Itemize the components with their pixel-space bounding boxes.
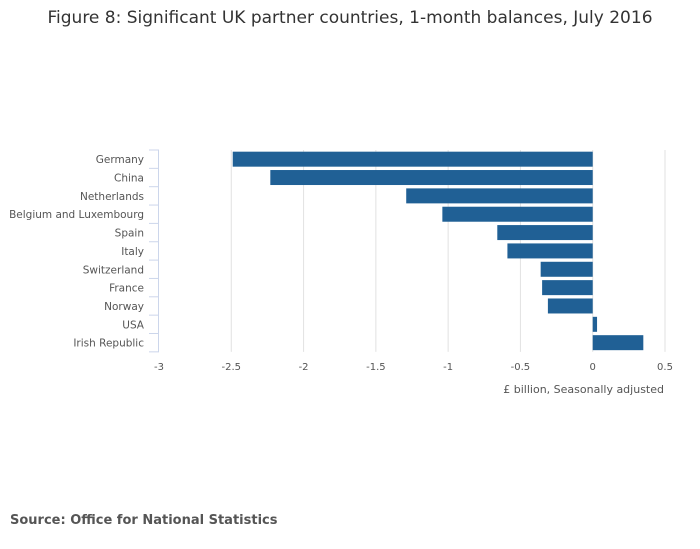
source-note: Source: Office for National Statistics (10, 513, 278, 528)
x-tick-label: -3 (154, 362, 164, 373)
y-category-label: Italy (121, 246, 144, 258)
bar-italy (507, 243, 593, 259)
x-tick-label: -2 (299, 362, 309, 373)
x-tick-label: 0 (590, 362, 596, 373)
bar-china (270, 170, 593, 186)
y-category-label: Irish Republic (73, 338, 144, 350)
y-category-label: Spain (115, 228, 144, 240)
y-category-label: Switzerland (83, 264, 144, 276)
x-tick-label: -2.5 (222, 362, 242, 373)
y-category-label: Norway (104, 301, 144, 313)
bar-usa (592, 316, 598, 332)
x-tick-label: -1 (443, 362, 453, 373)
bar-spain (497, 225, 593, 241)
x-tick-label: -0.5 (511, 362, 531, 373)
chart-title: Figure 8: Significant UK partner countri… (47, 8, 653, 28)
y-category-label: Germany (96, 154, 144, 166)
y-category-label: USA (122, 319, 145, 331)
y-category-label: France (109, 283, 144, 295)
x-tick-label: -1.5 (366, 362, 386, 373)
x-axis-label: £ billion, Seasonally adjusted (503, 383, 664, 396)
bar-belgium-and-luxembourg (442, 206, 593, 222)
bar-norway (547, 298, 593, 314)
y-category-label: Belgium and Luxembourg (9, 209, 144, 221)
bar-irish-republic (592, 335, 644, 351)
y-axis: Germany China Netherlands Belgium and Luxem… (9, 149, 159, 353)
x-axis: -3 -2.5 -2 -1.5 -1 -0.5 0 0.5 (154, 362, 673, 373)
bar-france (542, 280, 593, 296)
y-category-label: China (114, 173, 144, 185)
bar-netherlands (406, 188, 593, 204)
x-tick-label: 0.5 (657, 362, 673, 373)
bar-switzerland (540, 261, 593, 277)
bars (232, 151, 644, 351)
y-category-label: Netherlands (80, 191, 144, 203)
bar-germany (232, 151, 593, 167)
